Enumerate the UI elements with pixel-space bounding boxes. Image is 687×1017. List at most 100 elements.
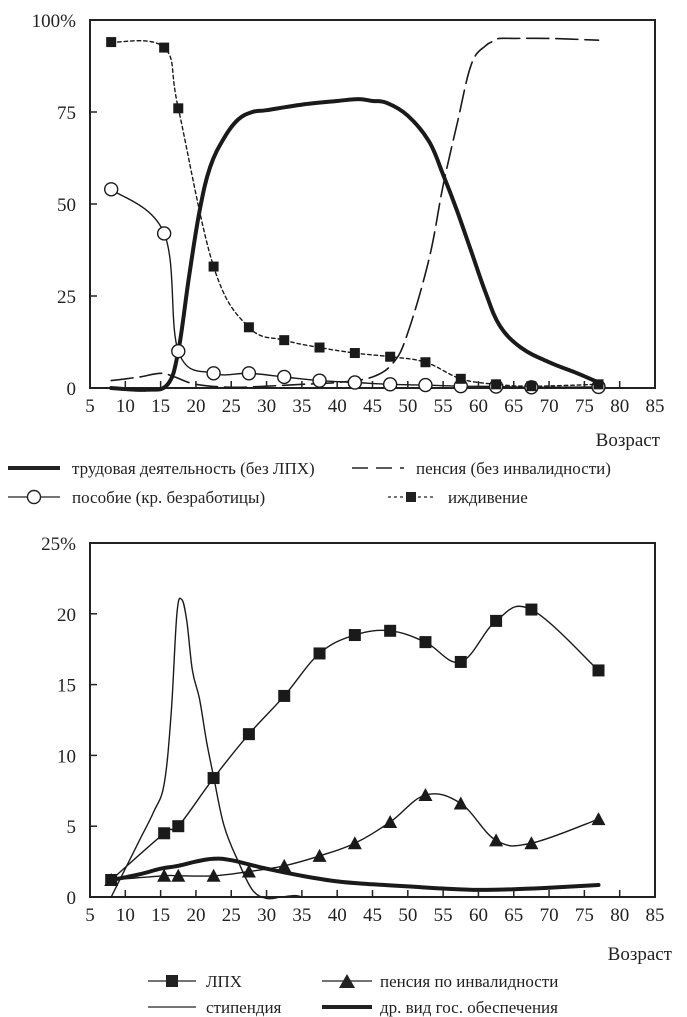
- chart-1-legend: трудовая деятельность (без ЛПХ) пенсия (…: [8, 459, 611, 507]
- chart-2-y-tick-label: 0: [67, 888, 77, 909]
- chart-1-x-tick-label: 50: [398, 396, 417, 417]
- chart-1-series-line-2: [110, 37, 600, 389]
- chart-1-y-tick-label: 75: [57, 103, 76, 124]
- chart-2-series-2-point: [524, 836, 539, 850]
- chart-1-y-tick-label: 100%: [32, 11, 77, 32]
- chart-2-x-tick-label: 30: [257, 905, 276, 926]
- chart-2-series-1-point: [278, 689, 291, 702]
- chart-2-series-1-point: [242, 728, 255, 741]
- chart-1-series-4-point: [243, 322, 254, 333]
- legend-swatch-dependency-marker: [406, 492, 416, 502]
- chart-1-series-4-point: [491, 379, 502, 390]
- chart-1-series-3-point: [277, 369, 292, 385]
- chart-1-x-tick-label: 80: [610, 396, 629, 417]
- chart-2-series-1-point: [158, 827, 171, 840]
- chart-2-series-line-4: [109, 856, 601, 892]
- chart-1-series-4-point: [173, 103, 184, 114]
- chart-2-x-tick-label: 55: [434, 905, 453, 926]
- chart-2-y-tick-label: 10: [57, 746, 76, 767]
- chart-2-x-tick-label: 70: [540, 905, 559, 926]
- chart-1-series-3-point: [418, 377, 433, 393]
- chart-1-series-4-point: [106, 37, 117, 48]
- chart-2-series-2-point: [241, 864, 256, 878]
- chart-2-x-tick-label: 20: [186, 905, 205, 926]
- chart-1-x-tick-label: 55: [434, 396, 453, 417]
- legend-label-benefit: пособие (кр. безработицы): [72, 488, 265, 507]
- chart-1-series-4-point: [279, 335, 290, 346]
- legend-label-lph: ЛПХ: [206, 972, 242, 991]
- chart-1-x-tick-label: 70: [540, 396, 559, 417]
- chart-2-y-tick-label: 5: [67, 817, 77, 838]
- chart-1-x-tick-label: 15: [151, 396, 170, 417]
- chart-1-x-tick-label: 60: [469, 396, 488, 417]
- legend-swatch-benefit-marker: [26, 489, 42, 505]
- chart-1-series-3-point: [347, 375, 363, 390]
- chart-2-series-1-point: [384, 624, 397, 637]
- chart-1-series-3-point: [103, 182, 119, 197]
- legend-label-stipend: стипендия: [206, 998, 282, 1017]
- chart-1-series-line-1: [109, 97, 601, 392]
- chart-2-series-2-point: [453, 796, 468, 810]
- chart-1-series-3-point: [241, 366, 257, 381]
- chart-2-y-tick-label: 25%: [41, 534, 76, 555]
- chart-1-series-4-point: [593, 379, 604, 390]
- chart-2-series-1-point: [172, 820, 185, 833]
- chart-1-y-tick-label: 0: [67, 379, 77, 400]
- chart-1-series-4-point: [159, 42, 170, 53]
- chart-2-series-2-point: [206, 868, 221, 882]
- legend-label-employment: трудовая деятельность (без ЛПХ): [72, 459, 315, 478]
- chart-2-x-tick-label: 10: [116, 905, 135, 926]
- chart-1-series-3-point: [156, 226, 172, 241]
- chart-2-x-tick-label: 35: [292, 905, 311, 926]
- chart-1-series-4-point: [208, 261, 219, 272]
- chart-1-series-3-point: [312, 373, 327, 388]
- chart-2-additional-sources: 5 10 15 20 25 30 35 40 45 50 55 60 65 70 75 80 850510152…: [41, 534, 673, 965]
- chart-1-employment-sources: 5 10 15 20 25 30 35 40 45 50 55 60 65 70 75 80 85 0 25 50 75…: [32, 11, 665, 451]
- chart-1-x-tick-label: 35: [292, 396, 311, 417]
- chart-2-series-2-point: [591, 812, 606, 826]
- chart-2-series-line-3: [110, 597, 303, 900]
- chart-2-y-tick-label: 15: [57, 676, 76, 697]
- chart-1-x-tick-label: 25: [222, 396, 241, 417]
- chart-2-x-tick-label: 40: [328, 905, 347, 926]
- chart-1-series-3-point: [171, 344, 186, 359]
- legend-label-pension: пенсия (без инвалидности): [416, 459, 611, 478]
- chart-2-series-2-point: [347, 836, 362, 850]
- chart-1-x-tick-label: 75: [575, 396, 594, 417]
- chart-2-plot-frame: [89, 542, 656, 898]
- chart-2-x-tick-label: 75: [575, 905, 594, 926]
- chart-2-x-tick-label: 50: [398, 905, 417, 926]
- legend-swatch-lph-marker: [166, 975, 178, 987]
- chart-1-series-4-point: [385, 351, 396, 362]
- chart-1-x-tick-label: 85: [646, 396, 665, 417]
- chart-2-series-2-point: [418, 788, 433, 802]
- chart-2-series-2-point: [171, 868, 186, 882]
- chart-1-x-tick-label: 5: [85, 396, 95, 417]
- chart-1-series-4-point: [314, 342, 325, 353]
- chart-1-x-tick-label: 45: [363, 396, 382, 417]
- chart-2-x-tick-label: 85: [646, 905, 665, 926]
- chart-2-series-1-point: [490, 614, 503, 627]
- chart-1-series-3-point: [206, 366, 221, 381]
- chart-1-x-tick-label: 40: [328, 396, 347, 417]
- chart-2-x-axis-title: Возраст: [608, 944, 673, 965]
- chart-2-series-2-point: [383, 814, 398, 828]
- chart-2-series-1-point: [419, 636, 432, 649]
- chart-2-series-1-point: [313, 647, 326, 660]
- chart-2-series: [104, 597, 606, 900]
- chart-2-x-tick-label: 5: [85, 905, 95, 926]
- legend-label-dependency: иждивение: [448, 488, 528, 507]
- chart-2-y-tick-label: 20: [57, 605, 76, 626]
- chart-1-y-tick-label: 50: [57, 195, 76, 216]
- chart-2-series-2-point: [312, 848, 327, 862]
- legend-swatch-disability-marker: [339, 974, 355, 988]
- chart-2-series-2-point: [157, 868, 172, 882]
- chart-1-series-4-point: [526, 381, 537, 392]
- chart-1-x-tick-label: 20: [186, 396, 205, 417]
- chart-1-series-4-point: [455, 373, 466, 384]
- chart-2-series-2-point: [489, 833, 504, 847]
- chart-1-series: [103, 37, 606, 395]
- chart-1-series-line-4: [110, 40, 600, 387]
- chart-1-series-4-point: [420, 357, 431, 368]
